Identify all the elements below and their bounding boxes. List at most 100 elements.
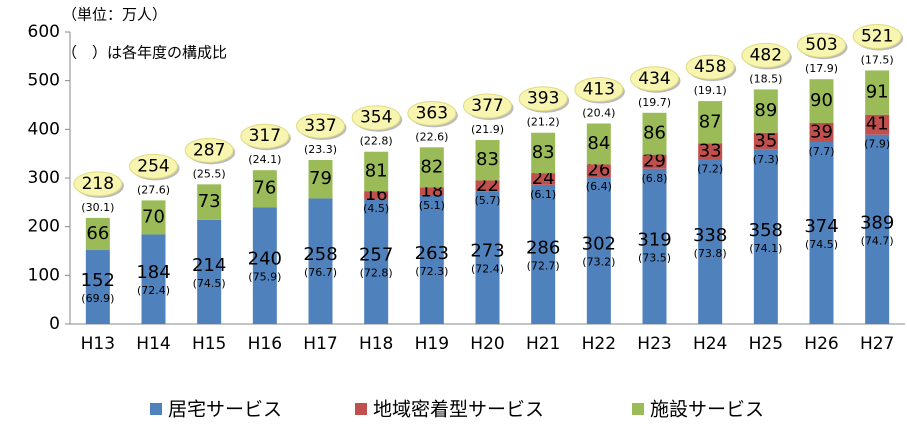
share-label: (74.7) [861, 234, 894, 247]
bar-segment [419, 196, 444, 324]
bar-segment [642, 168, 667, 324]
share-label: (23.3) [304, 143, 337, 156]
share-label: (6.1) [530, 188, 556, 201]
value-label: 89 [754, 100, 777, 121]
total-label: 413 [583, 79, 615, 99]
legend-label: 居宅サービス [168, 399, 282, 421]
share-label: (74.1) [749, 242, 782, 255]
bar-segment [252, 170, 277, 208]
share-label: (74.5) [193, 277, 226, 290]
value-label: 29 [643, 151, 666, 172]
share-label: (4.5) [363, 202, 389, 215]
total-bubble [184, 137, 234, 163]
total-label: 218 [82, 174, 114, 194]
value-label: 82 [420, 156, 443, 177]
share-label: (7.7) [808, 145, 834, 158]
value-label: 263 [415, 243, 449, 264]
bar-segment [475, 140, 500, 181]
bar-segment [364, 151, 389, 192]
value-label: 152 [81, 270, 115, 291]
share-label: (19.7) [638, 96, 671, 109]
legend-swatch [355, 403, 367, 415]
unit-note: （単位：万人） [62, 6, 167, 24]
x-tick-label: H23 [637, 334, 671, 354]
bar-segment [586, 177, 611, 324]
share-label: (20.4) [582, 106, 615, 119]
y-tick-label: 200 [28, 217, 60, 237]
share-label: (72.3) [415, 265, 448, 278]
bar-segment [419, 147, 444, 188]
value-label: 258 [303, 244, 337, 265]
y-tick-label: 400 [28, 119, 60, 139]
total-label: 521 [861, 26, 893, 46]
share-label: (21.9) [471, 123, 504, 136]
value-label: 257 [359, 244, 393, 265]
bar-segment [252, 207, 277, 324]
value-label: 84 [587, 133, 610, 154]
y-tick-label: 600 [28, 22, 60, 42]
total-bubble [574, 76, 624, 102]
bar-segment [865, 114, 890, 135]
total-label: 354 [360, 108, 392, 128]
total-bubble [407, 100, 457, 126]
total-bubble [296, 113, 345, 139]
share-label: (76.7) [304, 266, 337, 279]
value-label: 73 [198, 191, 221, 212]
value-label: 90 [810, 90, 833, 111]
x-tick-label: H22 [582, 334, 616, 354]
share-label: (73.8) [694, 247, 727, 260]
total-bubble [351, 105, 401, 131]
value-label: 24 [532, 168, 555, 189]
x-tick-label: H26 [804, 334, 838, 354]
bar-segment [698, 101, 723, 144]
total-bubble [630, 66, 679, 92]
total-bubble [129, 153, 178, 179]
value-label: 338 [693, 225, 727, 246]
share-label: (6.8) [641, 172, 667, 185]
x-tick-label: H13 [81, 334, 115, 354]
bar-segment [753, 132, 778, 150]
bar-segment [364, 198, 389, 324]
bar-segment [531, 184, 556, 324]
share-label: (17.5) [861, 53, 894, 66]
bar-segment [475, 180, 500, 192]
value-label: 86 [643, 123, 666, 144]
share-label: (73.5) [638, 251, 671, 264]
share-note: （ ）は各年度の構成比 [62, 44, 227, 62]
x-tick-label: H14 [136, 334, 170, 354]
total-bubble [463, 93, 512, 119]
total-bubble [73, 171, 123, 197]
total-label: 434 [638, 69, 670, 89]
total-bubble [240, 123, 290, 149]
bar-segment [531, 132, 556, 174]
value-label: 389 [860, 212, 894, 233]
share-label: (7.9) [864, 138, 890, 151]
bar-segment [308, 198, 333, 324]
value-label: 39 [810, 121, 833, 142]
total-label: 254 [137, 156, 169, 176]
share-label: (25.5) [193, 167, 226, 180]
value-label: 358 [749, 220, 783, 241]
bar-segment [197, 219, 222, 324]
share-label: (30.1) [81, 201, 114, 214]
y-tick-label: 100 [28, 265, 60, 285]
bar-segment [141, 234, 166, 324]
y-tick-label: 500 [28, 71, 60, 91]
share-label: (72.7) [527, 259, 560, 272]
total-label: 393 [527, 89, 559, 109]
bar-segment [85, 250, 110, 324]
total-label: 377 [471, 96, 503, 116]
share-label: (17.9) [805, 62, 838, 75]
x-tick-label: H17 [303, 334, 337, 354]
share-label: (5.1) [419, 199, 445, 212]
bar-segment [141, 200, 166, 235]
value-label: 214 [192, 255, 226, 276]
bar-segment [865, 70, 890, 115]
bar-segment [364, 191, 389, 199]
value-label: 26 [587, 160, 610, 181]
bar-segment [698, 159, 723, 324]
y-tick-label: 300 [28, 168, 60, 188]
legend-label: 施設サービス [650, 399, 764, 421]
value-label: 83 [476, 149, 499, 170]
